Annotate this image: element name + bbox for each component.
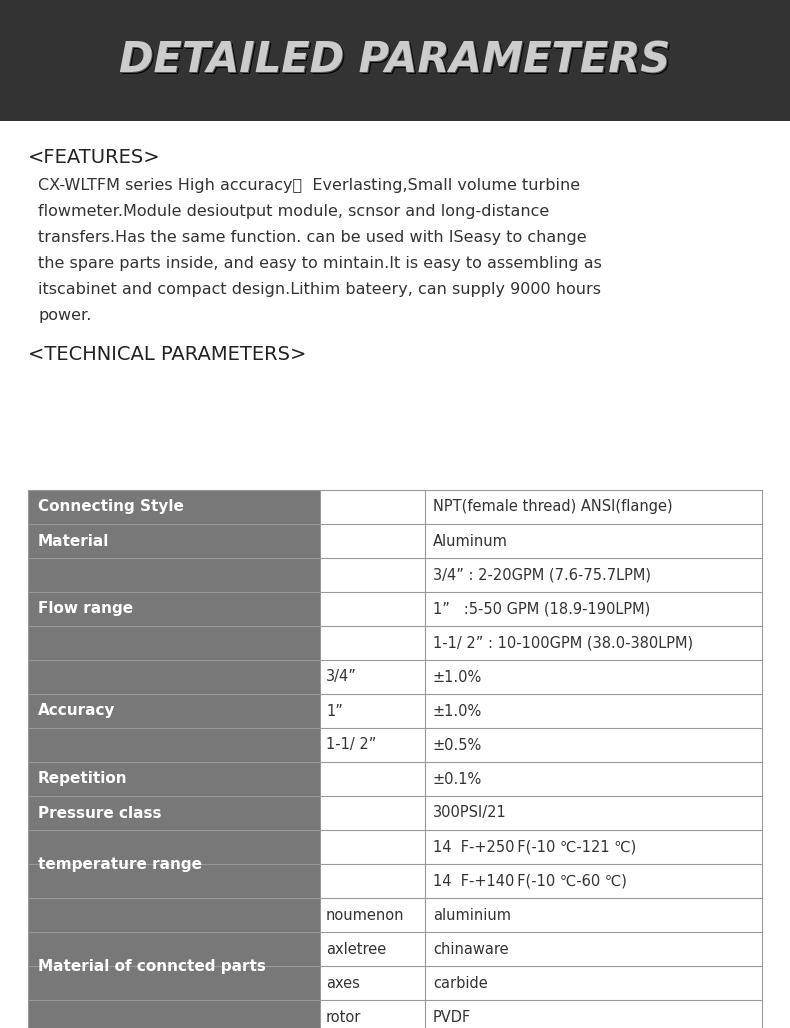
Text: PVDF: PVDF <box>433 1009 472 1025</box>
Bar <box>28 524 762 558</box>
Bar <box>28 796 762 830</box>
Text: chinaware: chinaware <box>433 942 509 956</box>
Bar <box>28 966 762 1000</box>
Text: Flow range: Flow range <box>38 601 134 617</box>
Text: axes: axes <box>326 976 360 991</box>
Bar <box>28 558 762 592</box>
Text: Connecting Style: Connecting Style <box>38 500 184 514</box>
Text: NPT(female thread) ANSI(flange): NPT(female thread) ANSI(flange) <box>433 500 672 514</box>
Text: carbide: carbide <box>433 976 487 991</box>
Bar <box>28 796 320 830</box>
Text: Material of conncted parts: Material of conncted parts <box>38 958 266 974</box>
Text: ±1.0%: ±1.0% <box>433 703 482 719</box>
Bar <box>28 626 762 660</box>
Bar <box>28 524 320 558</box>
Bar <box>28 830 762 864</box>
Text: itscabinet and compact design.Lithim bateery, can supply 9000 hours: itscabinet and compact design.Lithim bat… <box>38 282 601 297</box>
Text: ±1.0%: ±1.0% <box>433 669 482 685</box>
Text: 1-1/ 2”: 1-1/ 2” <box>326 737 376 752</box>
Text: Pressure class: Pressure class <box>38 806 161 820</box>
Text: <TECHNICAL PARAMETERS>: <TECHNICAL PARAMETERS> <box>28 345 307 364</box>
Text: rotor: rotor <box>326 1009 361 1025</box>
Bar <box>28 660 762 694</box>
Text: aluminium: aluminium <box>433 908 511 922</box>
Bar <box>28 490 320 524</box>
Text: <FEATURES>: <FEATURES> <box>28 148 160 167</box>
Text: Repetition: Repetition <box>38 771 128 786</box>
Text: 1”   :5-50 GPM (18.9-190LPM): 1” :5-50 GPM (18.9-190LPM) <box>433 601 650 617</box>
Text: 1”: 1” <box>326 703 343 719</box>
Bar <box>28 898 320 1028</box>
Bar <box>28 762 320 796</box>
Text: 14  F-+250 F(-10 ℃-121 ℃): 14 F-+250 F(-10 ℃-121 ℃) <box>433 840 636 854</box>
Text: transfers.Has the same function. can be used with ISeasy to change: transfers.Has the same function. can be … <box>38 230 587 245</box>
Text: Accuracy: Accuracy <box>38 703 115 719</box>
Bar <box>28 898 762 932</box>
Text: ±0.1%: ±0.1% <box>433 771 482 786</box>
Text: flowmeter.Module desioutput module, scnsor and long-distance: flowmeter.Module desioutput module, scns… <box>38 204 549 219</box>
Bar <box>0 0 790 121</box>
Bar <box>28 490 762 524</box>
Bar <box>28 558 320 660</box>
Text: CX-WLTFM series High accuracy，  Everlasting,Small volume turbine: CX-WLTFM series High accuracy， Everlasti… <box>38 178 580 193</box>
Text: 1-1/ 2” : 10-100GPM (38.0-380LPM): 1-1/ 2” : 10-100GPM (38.0-380LPM) <box>433 635 693 651</box>
Bar <box>28 864 762 898</box>
Bar <box>28 830 320 898</box>
Text: DETAILED PARAMETERS: DETAILED PARAMETERS <box>119 40 671 81</box>
Bar <box>28 728 762 762</box>
Text: DETAILED PARAMETERS: DETAILED PARAMETERS <box>122 42 672 83</box>
Bar <box>28 694 762 728</box>
Text: ±0.5%: ±0.5% <box>433 737 482 752</box>
Bar <box>28 1000 762 1028</box>
Text: noumenon: noumenon <box>326 908 404 922</box>
Text: Aluminum: Aluminum <box>433 534 508 549</box>
Text: Material: Material <box>38 534 109 549</box>
Text: axletree: axletree <box>326 942 386 956</box>
Text: 300PSI/21: 300PSI/21 <box>433 806 506 820</box>
Text: 14  F-+140 F(-10 ℃-60 ℃): 14 F-+140 F(-10 ℃-60 ℃) <box>433 874 627 888</box>
Bar <box>28 660 320 762</box>
Text: 3/4”: 3/4” <box>326 669 357 685</box>
Text: power.: power. <box>38 308 92 323</box>
Bar <box>28 932 762 966</box>
Bar <box>28 592 762 626</box>
Text: the spare parts inside, and easy to mintain.It is easy to assembling as: the spare parts inside, and easy to mint… <box>38 256 602 271</box>
Bar <box>28 762 762 796</box>
Text: DETAILED PARAMETERS: DETAILED PARAMETERS <box>120 41 672 82</box>
Text: temperature range: temperature range <box>38 856 202 872</box>
Text: 3/4” : 2-20GPM (7.6-75.7LPM): 3/4” : 2-20GPM (7.6-75.7LPM) <box>433 567 651 583</box>
